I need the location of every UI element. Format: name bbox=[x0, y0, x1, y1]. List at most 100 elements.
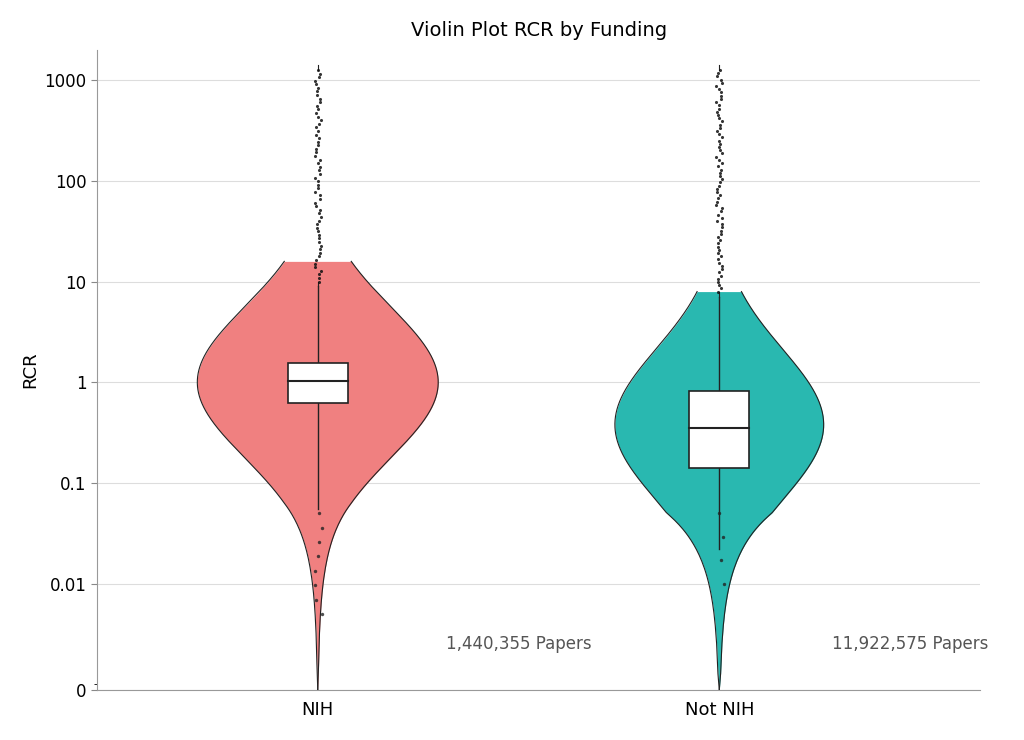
Point bbox=[711, 279, 727, 291]
Point bbox=[311, 269, 328, 280]
Point bbox=[711, 154, 727, 166]
Point bbox=[708, 80, 724, 92]
Point bbox=[310, 251, 327, 263]
Point bbox=[710, 209, 726, 221]
Point bbox=[712, 141, 728, 153]
Point bbox=[311, 508, 328, 519]
Point bbox=[713, 90, 729, 101]
Point bbox=[710, 192, 726, 204]
Bar bbox=[288, 363, 348, 403]
Point bbox=[306, 261, 323, 273]
Point bbox=[311, 193, 328, 205]
Point bbox=[714, 263, 730, 275]
Point bbox=[712, 118, 728, 130]
Point bbox=[714, 260, 730, 272]
Point bbox=[310, 207, 327, 219]
Point bbox=[713, 93, 729, 105]
Point bbox=[712, 180, 728, 192]
Point bbox=[714, 157, 730, 169]
Point bbox=[713, 228, 729, 240]
Point bbox=[312, 92, 329, 104]
Point bbox=[710, 240, 726, 252]
Point bbox=[312, 114, 329, 126]
Point bbox=[714, 212, 730, 223]
Point bbox=[709, 186, 725, 198]
Point bbox=[711, 244, 727, 256]
Point bbox=[312, 189, 329, 201]
Point bbox=[714, 147, 730, 159]
Point bbox=[713, 164, 729, 175]
Point bbox=[712, 144, 728, 156]
Point bbox=[308, 254, 325, 266]
Point bbox=[308, 143, 325, 155]
Point bbox=[714, 202, 730, 214]
Point bbox=[312, 240, 329, 252]
Point bbox=[310, 551, 327, 562]
Point bbox=[708, 96, 724, 108]
Point bbox=[311, 204, 328, 216]
Point bbox=[308, 86, 325, 98]
Point bbox=[310, 272, 327, 284]
Point bbox=[311, 67, 328, 79]
Point bbox=[713, 250, 729, 262]
Point bbox=[308, 593, 325, 605]
Point bbox=[714, 132, 730, 144]
Point bbox=[311, 132, 328, 144]
Point bbox=[713, 87, 729, 98]
Point bbox=[712, 166, 728, 178]
Point bbox=[714, 173, 730, 185]
Point bbox=[711, 508, 727, 519]
Point bbox=[310, 111, 327, 123]
Point bbox=[713, 554, 729, 566]
Point bbox=[310, 82, 327, 94]
Point bbox=[710, 196, 726, 208]
Point bbox=[311, 154, 328, 166]
Point bbox=[711, 247, 727, 259]
Point bbox=[307, 150, 324, 162]
Point bbox=[310, 64, 327, 76]
Point bbox=[307, 129, 324, 141]
Y-axis label: RCR: RCR bbox=[20, 352, 39, 389]
Point bbox=[306, 579, 323, 591]
Point bbox=[309, 139, 326, 151]
Point bbox=[312, 265, 329, 277]
Point bbox=[309, 135, 326, 147]
Point bbox=[307, 172, 324, 184]
Point bbox=[310, 536, 327, 548]
Point bbox=[710, 161, 726, 172]
Point bbox=[709, 70, 725, 82]
Point bbox=[307, 78, 324, 90]
Point bbox=[712, 122, 728, 134]
Text: 11,922,575 Papers: 11,922,575 Papers bbox=[831, 636, 988, 653]
Point bbox=[307, 107, 324, 119]
Point bbox=[710, 254, 726, 266]
Point bbox=[311, 236, 328, 248]
Point bbox=[713, 206, 729, 218]
Point bbox=[306, 186, 323, 198]
Point bbox=[715, 531, 731, 542]
Point bbox=[713, 176, 729, 188]
Point bbox=[311, 164, 328, 176]
Point bbox=[710, 231, 726, 243]
Point bbox=[307, 121, 324, 133]
Point bbox=[714, 77, 730, 89]
Point bbox=[311, 161, 328, 172]
Point bbox=[309, 158, 326, 169]
Point bbox=[711, 238, 727, 249]
Point bbox=[309, 104, 326, 115]
Point bbox=[311, 118, 328, 130]
Point bbox=[310, 71, 327, 83]
Point bbox=[314, 522, 331, 534]
Point bbox=[713, 225, 729, 237]
Point bbox=[309, 218, 326, 230]
Point bbox=[712, 64, 728, 76]
Point bbox=[714, 221, 730, 233]
Point bbox=[713, 74, 729, 86]
Point bbox=[308, 222, 325, 234]
Point bbox=[312, 168, 329, 180]
Point bbox=[711, 84, 727, 95]
Point bbox=[312, 96, 329, 108]
Point bbox=[311, 229, 328, 240]
Point bbox=[708, 151, 724, 163]
Point bbox=[709, 199, 725, 211]
